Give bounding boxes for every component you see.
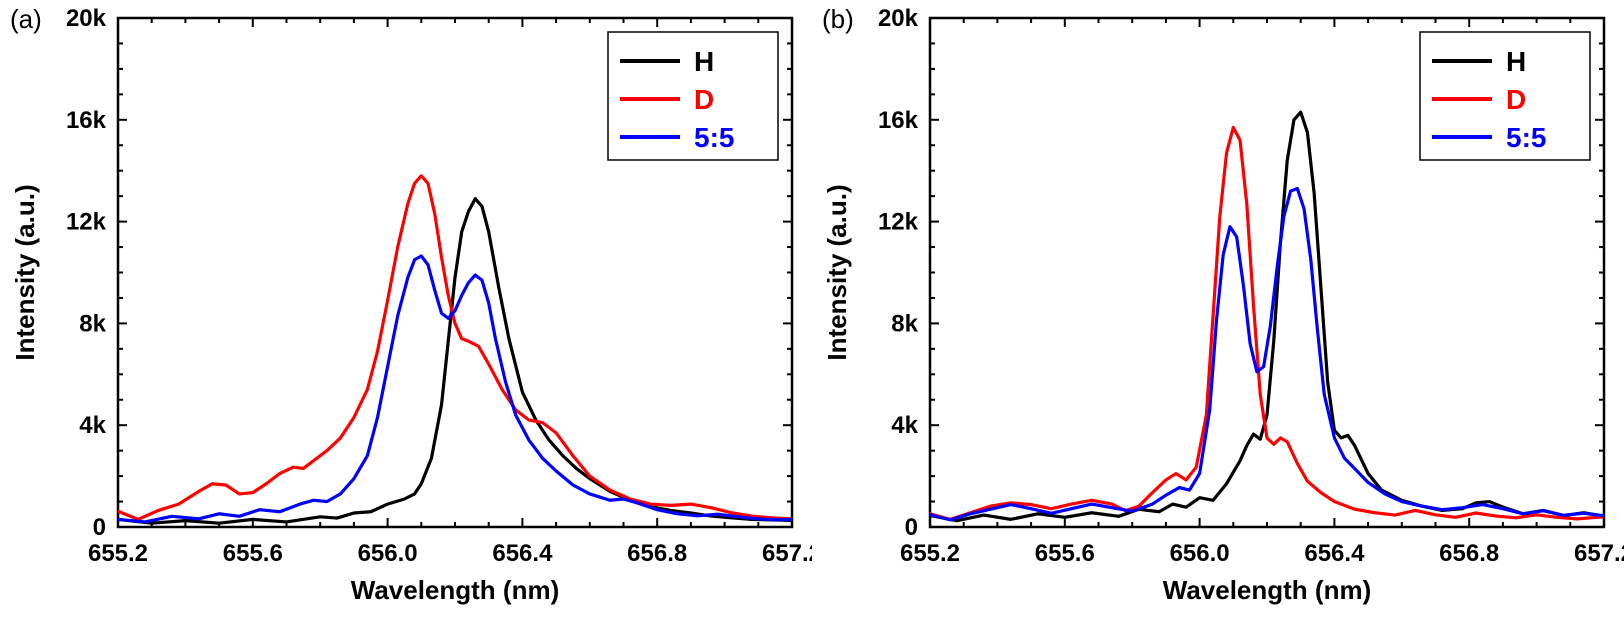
svg-text:4k: 4k bbox=[79, 412, 106, 439]
svg-text:5:5: 5:5 bbox=[1506, 122, 1546, 153]
svg-text:16k: 16k bbox=[878, 107, 919, 134]
svg-text:D: D bbox=[694, 84, 714, 115]
svg-text:0: 0 bbox=[905, 514, 918, 541]
svg-text:12k: 12k bbox=[878, 209, 919, 236]
svg-text:H: H bbox=[1506, 46, 1526, 77]
svg-text:8k: 8k bbox=[891, 310, 918, 337]
svg-text:20k: 20k bbox=[878, 5, 919, 32]
panel-a: (a) 655.2 655.6 656.0 656.4 656.8 657.2 0 4k 8k 1… bbox=[0, 0, 812, 619]
figure: (a) 655.2 655.6 656.0 656.4 656.8 657.2 0 4k 8k 1… bbox=[0, 0, 1624, 619]
svg-text:655.2: 655.2 bbox=[900, 540, 960, 567]
svg-text:0: 0 bbox=[93, 514, 106, 541]
svg-text:657.2: 657.2 bbox=[1574, 540, 1624, 567]
panel-label-a: (a) bbox=[10, 4, 42, 35]
svg-text:5:5: 5:5 bbox=[694, 122, 734, 153]
svg-text:Intensity (a.u.): Intensity (a.u.) bbox=[822, 184, 852, 360]
svg-text:656.4: 656.4 bbox=[492, 540, 553, 567]
svg-text:656.0: 656.0 bbox=[1170, 540, 1230, 567]
panel-b: (b) 655.2 655.6 656.0 656.4 656.8 657.2 0 4k 8k 1… bbox=[812, 0, 1624, 619]
svg-text:656.4: 656.4 bbox=[1304, 540, 1365, 567]
svg-text:Intensity (a.u.): Intensity (a.u.) bbox=[10, 184, 40, 360]
svg-text:D: D bbox=[1506, 84, 1526, 115]
chart-a: 655.2 655.6 656.0 656.4 656.8 657.2 0 4k 8k 12k 16… bbox=[0, 0, 812, 619]
svg-text:20k: 20k bbox=[66, 5, 107, 32]
svg-text:4k: 4k bbox=[891, 412, 918, 439]
svg-text:656.8: 656.8 bbox=[1439, 540, 1499, 567]
svg-text:655.6: 655.6 bbox=[1035, 540, 1095, 567]
svg-text:Wavelength (nm): Wavelength (nm) bbox=[1163, 575, 1371, 605]
svg-text:Wavelength (nm): Wavelength (nm) bbox=[351, 575, 559, 605]
svg-text:655.6: 655.6 bbox=[223, 540, 283, 567]
svg-text:12k: 12k bbox=[66, 209, 107, 236]
svg-text:655.2: 655.2 bbox=[88, 540, 148, 567]
svg-text:16k: 16k bbox=[66, 107, 107, 134]
svg-text:H: H bbox=[694, 46, 714, 77]
svg-text:656.8: 656.8 bbox=[627, 540, 687, 567]
panel-label-b: (b) bbox=[822, 4, 854, 35]
chart-b: 655.2 655.6 656.0 656.4 656.8 657.2 0 4k 8k 12k 16… bbox=[812, 0, 1624, 619]
svg-text:657.2: 657.2 bbox=[762, 540, 812, 567]
svg-text:656.0: 656.0 bbox=[358, 540, 418, 567]
svg-text:8k: 8k bbox=[79, 310, 106, 337]
